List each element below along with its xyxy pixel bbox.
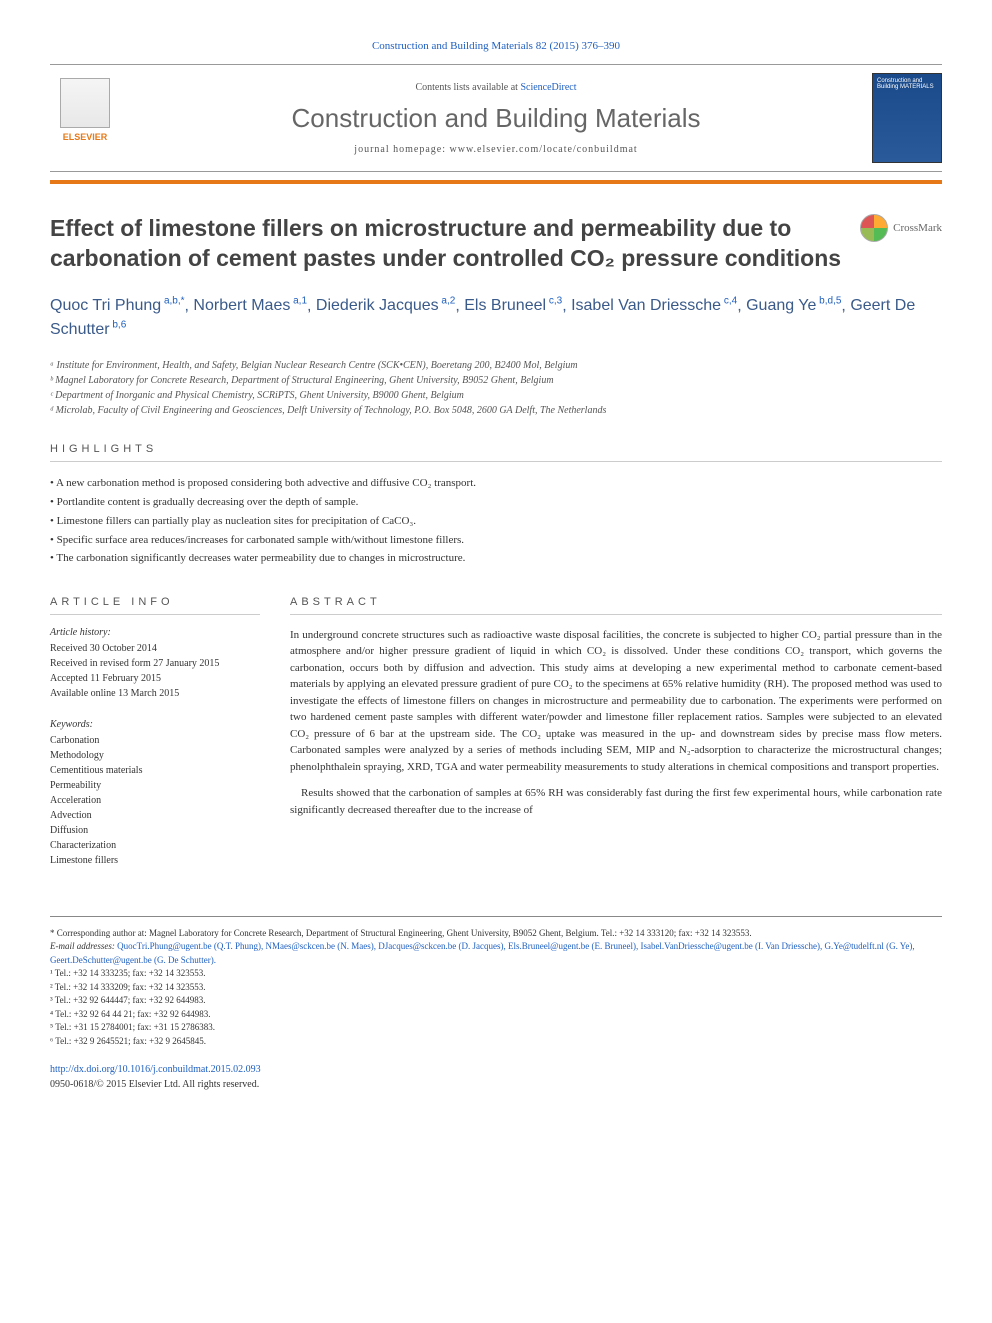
authors-list: Quoc Tri Phung a,b,*, Norbert Maes a,1, …: [50, 294, 942, 343]
keyword-item: Advection: [50, 808, 260, 823]
keyword-item: Cementitious materials: [50, 763, 260, 778]
footnotes-section: * Corresponding author at: Magnel Labora…: [50, 916, 942, 1049]
highlight-item: The carbonation significantly decreases …: [50, 549, 942, 568]
affiliation-line: ᶜ Department of Inorganic and Physical C…: [50, 388, 942, 403]
journal-banner: ELSEVIER Contents lists available at Sci…: [50, 64, 942, 172]
citation-header: Construction and Building Materials 82 (…: [50, 40, 942, 52]
history-item: Received 30 October 2014: [50, 641, 260, 656]
article-history-group: Article history: Received 30 October 201…: [50, 627, 260, 701]
affiliation-line: ᵈ Microlab, Faculty of Civil Engineering…: [50, 403, 942, 418]
keyword-item: Characterization: [50, 838, 260, 853]
journal-name: Construction and Building Materials: [120, 103, 872, 134]
banner-center: Contents lists available at ScienceDirec…: [120, 82, 872, 155]
accent-bar: [50, 180, 942, 184]
article-title: Effect of limestone fillers on microstru…: [50, 214, 942, 274]
author-affil-sup: c,4: [721, 296, 737, 307]
highlight-item: Limestone fillers can partially play as …: [50, 512, 942, 531]
corresponding-author-note: * Corresponding author at: Magnel Labora…: [50, 927, 942, 941]
info-abstract-row: ARTICLE INFO Article history: Received 3…: [50, 596, 942, 886]
keyword-item: Acceleration: [50, 793, 260, 808]
keyword-item: Methodology: [50, 748, 260, 763]
keyword-item: Carbonation: [50, 733, 260, 748]
keywords-list: CarbonationMethodologyCementitious mater…: [50, 733, 260, 868]
highlight-item: A new carbonation method is proposed con…: [50, 474, 942, 493]
abstract-heading: ABSTRACT: [290, 596, 942, 615]
keyword-item: Diffusion: [50, 823, 260, 838]
author[interactable]: Guang Ye b,d,5: [746, 297, 841, 314]
telephone-line: ² Tel.: +32 14 333209; fax: +32 14 32355…: [50, 981, 942, 995]
doi-link[interactable]: http://dx.doi.org/10.1016/j.conbuildmat.…: [50, 1064, 261, 1075]
contents-prefix: Contents lists available at: [415, 82, 520, 93]
history-item: Accepted 11 February 2015: [50, 671, 260, 686]
issn-copyright: 0950-0618/© 2015 Elsevier Ltd. All right…: [50, 1079, 259, 1090]
keyword-item: Permeability: [50, 778, 260, 793]
author-affil-sup: c,3: [546, 296, 562, 307]
keyword-item: Limestone fillers: [50, 853, 260, 868]
author[interactable]: Isabel Van Driessche c,4: [571, 297, 737, 314]
telephone-line: ³ Tel.: +32 92 644447; fax: +32 92 64498…: [50, 994, 942, 1008]
contents-available-text: Contents lists available at ScienceDirec…: [120, 82, 872, 93]
publisher-logo[interactable]: ELSEVIER: [50, 78, 120, 158]
emails-list[interactable]: QuocTri.Phung@ugent.be (Q.T. Phung), NMa…: [50, 941, 915, 965]
sciencedirect-link[interactable]: ScienceDirect: [520, 82, 576, 93]
telephone-line: ⁶ Tel.: +32 9 2645521; fax: +32 9 264584…: [50, 1035, 942, 1049]
highlights-section: HIGHLIGHTS A new carbonation method is p…: [50, 443, 942, 567]
author-affil-sup: a,b,*: [161, 296, 184, 307]
abstract-text: In underground concrete structures such …: [290, 627, 942, 819]
author[interactable]: Norbert Maes a,1: [193, 297, 307, 314]
elsevier-tree-icon: [60, 78, 110, 128]
author-affil-sup: a,2: [439, 296, 456, 307]
journal-homepage: journal homepage: www.elsevier.com/locat…: [120, 144, 872, 155]
emails-label: E-mail addresses:: [50, 941, 117, 951]
telephone-line: ⁴ Tel.: +32 92 64 44 21; fax: +32 92 644…: [50, 1008, 942, 1022]
cover-title-text: Construction and Building MATERIALS: [873, 74, 941, 94]
highlights-list: A new carbonation method is proposed con…: [50, 474, 942, 567]
history-item: Available online 13 March 2015: [50, 686, 260, 701]
telephone-line: ¹ Tel.: +32 14 333235; fax: +32 14 32355…: [50, 967, 942, 981]
author[interactable]: Diederik Jacques a,2: [316, 297, 455, 314]
journal-cover-thumbnail[interactable]: Construction and Building MATERIALS: [872, 73, 942, 163]
highlight-item: Portlandite content is gradually decreas…: [50, 493, 942, 512]
crossmark-label: CrossMark: [893, 222, 942, 234]
history-list: Received 30 October 2014Received in revi…: [50, 641, 260, 701]
telephone-list: ¹ Tel.: +32 14 333235; fax: +32 14 32355…: [50, 967, 942, 1048]
email-addresses-line: E-mail addresses: QuocTri.Phung@ugent.be…: [50, 940, 942, 967]
author[interactable]: Els Bruneel c,3: [464, 297, 562, 314]
abstract-paragraph: Results showed that the carbonation of s…: [290, 785, 942, 818]
highlights-heading: HIGHLIGHTS: [50, 443, 942, 462]
publisher-name: ELSEVIER: [63, 132, 108, 142]
article-info-heading: ARTICLE INFO: [50, 596, 260, 615]
keywords-group: Keywords: CarbonationMethodologyCementit…: [50, 719, 260, 868]
history-item: Received in revised form 27 January 2015: [50, 656, 260, 671]
abstract-paragraph: In underground concrete structures such …: [290, 627, 942, 776]
keywords-label: Keywords:: [50, 719, 260, 730]
abstract-column: ABSTRACT In underground concrete structu…: [290, 596, 942, 886]
history-label: Article history:: [50, 627, 260, 638]
telephone-line: ⁵ Tel.: +31 15 2784001; fax: +31 15 2786…: [50, 1021, 942, 1035]
page-root: Construction and Building Materials 82 (…: [0, 0, 992, 1132]
highlight-item: Specific surface area reduces/increases …: [50, 531, 942, 550]
article-info-column: ARTICLE INFO Article history: Received 3…: [50, 596, 260, 886]
author-affil-sup: a,1: [290, 296, 307, 307]
crossmark-badge[interactable]: CrossMark: [860, 214, 942, 242]
affiliation-line: ᵇ Magnel Laboratory for Concrete Researc…: [50, 373, 942, 388]
author-affil-sup: b,d,5: [816, 296, 841, 307]
doi-block: http://dx.doi.org/10.1016/j.conbuildmat.…: [50, 1062, 942, 1092]
crossmark-icon: [860, 214, 888, 242]
author[interactable]: Quoc Tri Phung a,b,*: [50, 297, 185, 314]
affiliations-list: ᵃ Institute for Environment, Health, and…: [50, 358, 942, 418]
author-affil-sup: b,6: [110, 320, 127, 331]
affiliation-line: ᵃ Institute for Environment, Health, and…: [50, 358, 942, 373]
